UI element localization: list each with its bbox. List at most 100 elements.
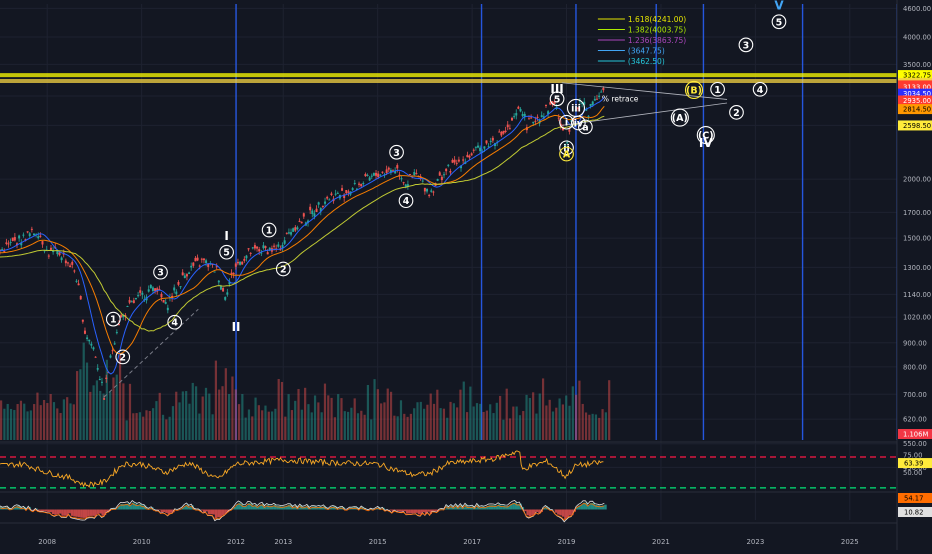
- fib-level-label: 1.382(4003.75): [628, 26, 686, 35]
- macd-histogram-bar: [40, 510, 42, 511]
- volume-bar: [539, 394, 541, 440]
- price-candle: [160, 294, 162, 297]
- macd-histogram-bar: [45, 510, 47, 512]
- wave-label: I: [224, 229, 228, 243]
- macd-histogram-bar: [163, 510, 165, 513]
- price-tick-label: 1140.00: [903, 291, 931, 299]
- volume-bar: [215, 361, 217, 440]
- macd-histogram-bar: [467, 507, 469, 510]
- price-candle: [313, 213, 315, 216]
- price-candle: [503, 131, 505, 134]
- macd-histogram-bar: [500, 505, 502, 509]
- price-candle: [352, 188, 354, 190]
- price-candle: [483, 146, 485, 148]
- volume-bar: [311, 412, 313, 440]
- price-candle: [65, 261, 67, 264]
- price-candle: [41, 241, 43, 244]
- wave-label: 3: [157, 268, 164, 279]
- price-candle: [237, 262, 239, 263]
- macd-histogram-bar: [50, 510, 52, 513]
- price-candle: [78, 284, 80, 286]
- volume-bar: [212, 414, 214, 440]
- volume-bar: [327, 395, 329, 440]
- price-candle: [415, 173, 417, 174]
- price-candle: [27, 231, 29, 232]
- volume-bar: [221, 386, 223, 440]
- volume-bar: [53, 402, 55, 440]
- price-candle: [466, 155, 468, 157]
- price-candle: [594, 99, 596, 101]
- volume-bar: [598, 418, 600, 440]
- volume-bar: [241, 394, 243, 440]
- price-candle: [330, 194, 332, 196]
- price-candle: [73, 270, 75, 271]
- volume-bar: [499, 396, 501, 440]
- price-candle: [377, 174, 379, 177]
- macd-histogram-bar: [85, 510, 87, 518]
- macd-histogram-bar: [526, 510, 528, 516]
- price-candle: [462, 159, 464, 160]
- price-candle: [188, 272, 190, 273]
- volume-bar: [443, 409, 445, 440]
- macd-histogram-bar: [38, 510, 40, 511]
- price-tick-label: 2000.00: [903, 176, 931, 184]
- volume-bar: [486, 411, 488, 440]
- volume-bar: [423, 409, 425, 440]
- macd-histogram-bar: [531, 510, 533, 516]
- volume-bar: [459, 390, 461, 440]
- price-candle: [197, 258, 199, 261]
- volume-bar: [126, 420, 128, 440]
- volume-bar: [545, 405, 547, 440]
- volume-bar: [40, 405, 42, 440]
- macd-histogram-bar: [42, 510, 44, 511]
- volume-bar: [109, 392, 111, 440]
- volume-bar: [281, 382, 283, 440]
- volume-bar: [83, 343, 85, 440]
- price-tick-label: 1700.00: [903, 209, 931, 217]
- price-candle: [379, 175, 381, 176]
- volume-bar: [155, 401, 157, 440]
- volume-bar: [96, 380, 98, 440]
- price-candle: [141, 293, 143, 295]
- price-candle: [532, 122, 534, 123]
- price-candle: [250, 253, 252, 254]
- volume-bar: [456, 407, 458, 440]
- price-candle: [165, 302, 167, 304]
- wave-label: iii: [571, 103, 581, 114]
- price-axis[interactable]: 4600.004000.003500.003000.002600.002000.…: [897, 0, 932, 550]
- wave-label: A: [563, 150, 571, 161]
- volume-bar: [572, 386, 574, 440]
- macd-histogram-bar: [569, 510, 571, 516]
- price-candle: [441, 177, 443, 180]
- price-candle: [226, 292, 228, 294]
- volume-bar: [565, 395, 567, 440]
- macd-histogram-bar: [54, 510, 56, 515]
- price-candle: [598, 96, 600, 97]
- price-candle: [409, 174, 411, 175]
- price-level-badge-label: 1.106M: [903, 431, 928, 439]
- price-candle: [396, 165, 398, 168]
- volume-bar: [469, 387, 471, 440]
- price-candle: [33, 234, 35, 235]
- price-candle: [205, 260, 207, 263]
- macd-histogram-bar: [208, 510, 210, 515]
- volume-bar: [13, 410, 15, 440]
- volume-bar: [482, 412, 484, 440]
- volume-bar: [367, 385, 369, 440]
- volume-bar: [400, 400, 402, 440]
- macd-histogram-bar: [267, 505, 269, 510]
- price-candle: [241, 262, 243, 265]
- price-candle: [265, 246, 267, 248]
- price-candle: [71, 262, 73, 265]
- macd-histogram-bar: [434, 510, 436, 511]
- volume-bar: [135, 413, 137, 440]
- volume-bar: [354, 398, 356, 440]
- price-candle: [568, 130, 570, 132]
- volume-bar: [344, 411, 346, 440]
- time-tick-label: 2023: [746, 538, 764, 546]
- macd-histogram-bar: [406, 510, 408, 514]
- macd-histogram-bar: [92, 510, 94, 516]
- price-candle: [458, 160, 460, 162]
